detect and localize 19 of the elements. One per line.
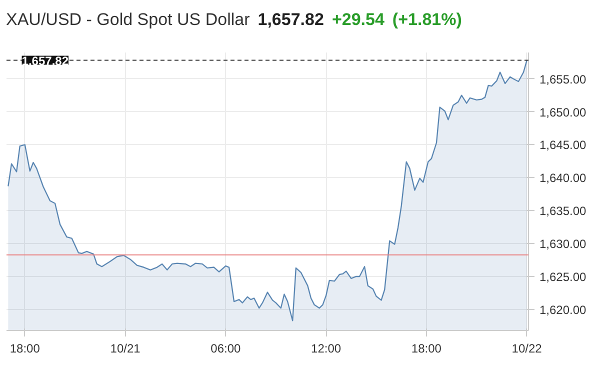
- y-tick-label: 1,650.00: [540, 105, 587, 120]
- y-tick-label: 1,655.00: [540, 72, 587, 86]
- x-tick-label: 10/22: [512, 342, 542, 356]
- x-tick-label: 12:00: [311, 342, 342, 356]
- x-tick-label: 18:00: [411, 342, 442, 356]
- y-tick-label: 1,640.00: [540, 171, 587, 186]
- y-tick-label: 1,630.00: [540, 237, 587, 252]
- y-tick-label: 1,620.00: [540, 302, 587, 317]
- y-tick-label: 1,645.00: [540, 138, 587, 152]
- text: (+1.81%): [392, 10, 462, 29]
- chart-title: XAU/USD - Gold Spot US Dollar: [6, 10, 250, 29]
- x-tick-label: 18:00: [10, 342, 40, 356]
- text: +29.54: [332, 10, 384, 29]
- text: 1,657.82: [258, 10, 324, 29]
- x-tick-label: 06:00: [210, 342, 242, 356]
- ref-line-label: 1,657.82: [22, 54, 69, 68]
- y-tick-label: 1,625.00: [540, 270, 587, 284]
- x-tick-label: 10/21: [110, 342, 141, 356]
- y-tick-label: 1,635.00: [540, 204, 587, 218]
